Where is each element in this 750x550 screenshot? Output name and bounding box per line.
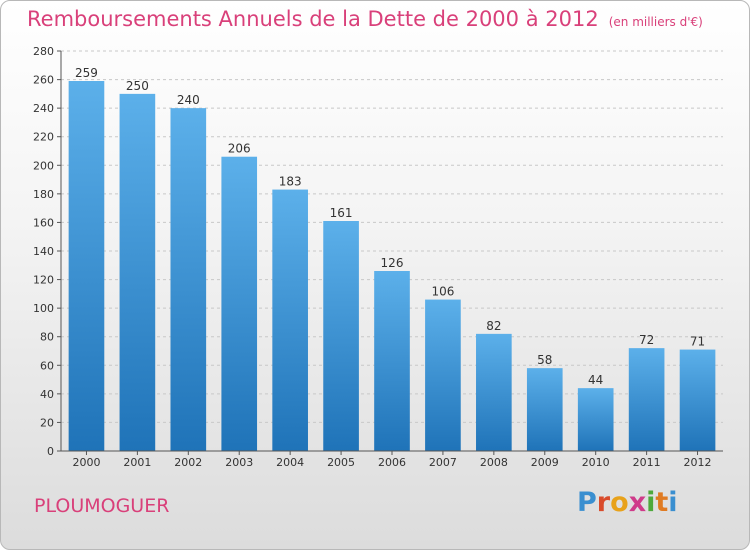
data-label: 82 — [486, 319, 501, 333]
proxiti-logo: Proxiti — [577, 487, 678, 518]
logo-letter: P — [577, 487, 597, 518]
x-tick-label: 2009 — [531, 456, 559, 469]
bar — [119, 93, 156, 451]
bar — [425, 299, 461, 451]
commune-name: PLOUMOGUER — [34, 495, 170, 517]
data-label: 72 — [639, 333, 654, 347]
y-tick-label: 40 — [40, 388, 54, 401]
data-label: 106 — [431, 285, 454, 299]
bar — [476, 333, 512, 451]
y-tick-label: 60 — [40, 359, 54, 372]
x-tick-label: 2001 — [123, 456, 151, 469]
y-tick-label: 220 — [33, 131, 54, 144]
x-tick-label: 2010 — [582, 456, 610, 469]
x-tick-label: 2003 — [225, 456, 253, 469]
data-label: 58 — [537, 353, 552, 367]
data-label: 161 — [330, 206, 353, 220]
data-label: 240 — [177, 93, 200, 107]
bar — [272, 189, 308, 452]
data-label: 44 — [588, 373, 603, 387]
logo-letter: i — [646, 487, 656, 518]
bar — [323, 221, 359, 451]
bar — [526, 368, 563, 451]
data-label: 206 — [228, 142, 251, 156]
data-label: 259 — [75, 66, 98, 80]
x-tick-label: 2012 — [684, 456, 712, 469]
bar — [577, 388, 614, 451]
y-tick-label: 120 — [33, 274, 54, 287]
y-tick-label: 0 — [47, 445, 54, 458]
data-label: 250 — [126, 79, 149, 93]
y-tick-label: 140 — [33, 245, 54, 258]
logo-letter: t — [655, 487, 669, 518]
x-tick-label: 2004 — [276, 456, 304, 469]
x-tick-label: 2005 — [327, 456, 355, 469]
bar — [170, 108, 207, 452]
unit-note: (en milliers d'€) — [608, 15, 703, 29]
y-tick-label: 280 — [33, 45, 54, 58]
x-tick-label: 2008 — [480, 456, 508, 469]
y-tick-label: 180 — [33, 188, 54, 201]
logo-letter: o — [610, 487, 629, 518]
x-tick-label: 2011 — [633, 456, 661, 469]
y-tick-label: 240 — [33, 102, 54, 115]
y-tick-label: 80 — [40, 331, 54, 344]
y-tick-label: 260 — [33, 74, 54, 87]
bar — [221, 156, 258, 451]
bar — [628, 348, 665, 451]
bar — [374, 271, 410, 451]
data-label: 183 — [279, 175, 302, 189]
bar — [68, 81, 105, 451]
logo-letter: x — [628, 487, 647, 518]
x-tick-label: 2000 — [72, 456, 100, 469]
x-tick-label: 2007 — [429, 456, 457, 469]
data-label: 126 — [381, 256, 404, 270]
y-tick-label: 100 — [33, 302, 54, 315]
chart-title: Remboursements Annuels de la Dette de 20… — [27, 7, 703, 31]
title-text: Remboursements Annuels de la Dette de 20… — [27, 7, 599, 31]
bar — [679, 349, 716, 451]
logo-letter: i — [668, 487, 678, 518]
data-label: 71 — [690, 335, 705, 349]
y-tick-label: 200 — [33, 159, 54, 172]
y-tick-label: 20 — [40, 416, 54, 429]
logo-letter: r — [596, 487, 611, 518]
x-tick-label: 2002 — [174, 456, 202, 469]
x-tick-label: 2006 — [378, 456, 406, 469]
y-tick-label: 160 — [33, 216, 54, 229]
